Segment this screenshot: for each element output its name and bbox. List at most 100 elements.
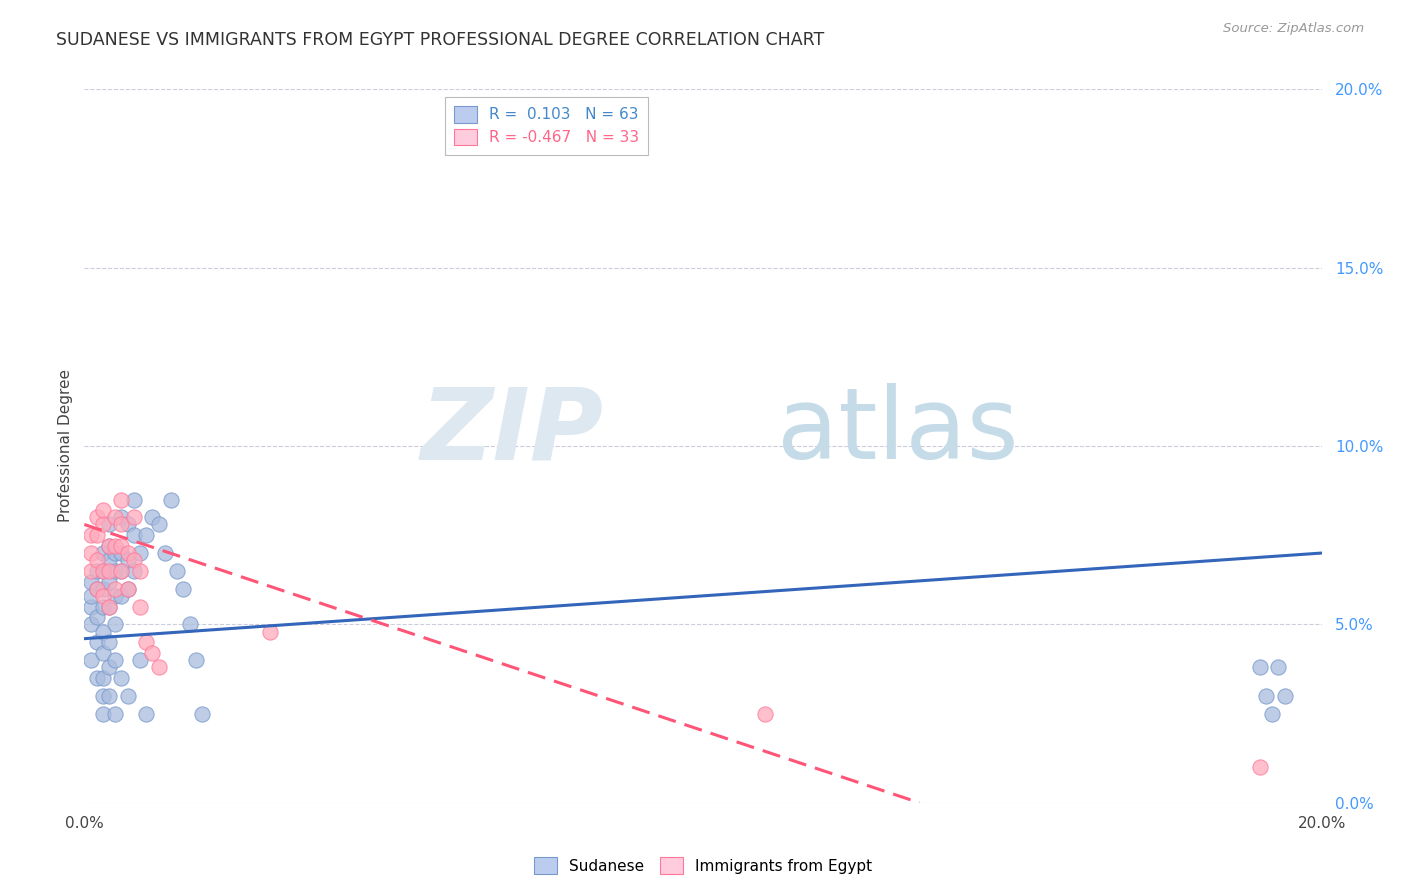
- Point: [91, 564, 114, 578]
- Point: [98, 517, 121, 532]
- Point: [86, 582, 108, 596]
- Point: [91, 589, 114, 603]
- Point: [91, 646, 114, 660]
- Point: [91, 582, 114, 596]
- Point: [117, 517, 139, 532]
- Point: [98, 660, 121, 674]
- Point: [135, 528, 157, 542]
- Point: [1261, 706, 1284, 721]
- Point: [1267, 660, 1289, 674]
- Point: [98, 539, 121, 553]
- Point: [91, 689, 114, 703]
- Point: [172, 582, 194, 596]
- Point: [1254, 689, 1277, 703]
- Point: [98, 574, 121, 589]
- Point: [79, 528, 101, 542]
- Point: [98, 599, 121, 614]
- Point: [86, 510, 108, 524]
- Point: [91, 599, 114, 614]
- Point: [91, 624, 114, 639]
- Point: [117, 582, 139, 596]
- Point: [98, 599, 121, 614]
- Point: [98, 539, 121, 553]
- Point: [179, 617, 201, 632]
- Point: [1249, 660, 1271, 674]
- Point: [104, 589, 127, 603]
- Point: [86, 564, 108, 578]
- Point: [129, 546, 152, 560]
- Point: [110, 564, 132, 578]
- Point: [91, 706, 114, 721]
- Point: [86, 582, 108, 596]
- Point: [79, 599, 101, 614]
- Point: [166, 564, 188, 578]
- Text: ZIP: ZIP: [420, 384, 605, 480]
- Point: [104, 582, 127, 596]
- Point: [122, 528, 145, 542]
- Point: [104, 546, 127, 560]
- Point: [98, 635, 121, 649]
- Point: [86, 635, 108, 649]
- Point: [122, 492, 145, 507]
- Point: [148, 517, 170, 532]
- Point: [141, 646, 163, 660]
- Point: [122, 564, 145, 578]
- Point: [259, 624, 281, 639]
- Point: [117, 546, 139, 560]
- Point: [104, 564, 127, 578]
- Point: [104, 706, 127, 721]
- Point: [110, 671, 132, 685]
- Point: [153, 546, 176, 560]
- Legend: Sudanese, Immigrants from Egypt: Sudanese, Immigrants from Egypt: [529, 851, 877, 880]
- Point: [135, 635, 157, 649]
- Point: [110, 546, 132, 560]
- Point: [129, 564, 152, 578]
- Point: [122, 510, 145, 524]
- Legend: R =  0.103   N = 63, R = -0.467   N = 33: R = 0.103 N = 63, R = -0.467 N = 33: [444, 97, 648, 154]
- Text: atlas: atlas: [778, 384, 1019, 480]
- Point: [129, 599, 152, 614]
- Point: [104, 617, 127, 632]
- Point: [117, 582, 139, 596]
- Point: [135, 706, 157, 721]
- Point: [91, 517, 114, 532]
- Point: [79, 574, 101, 589]
- Point: [117, 553, 139, 567]
- Point: [184, 653, 207, 667]
- Point: [110, 564, 132, 578]
- Point: [110, 492, 132, 507]
- Point: [79, 564, 101, 578]
- Point: [129, 653, 152, 667]
- Point: [148, 660, 170, 674]
- Point: [86, 528, 108, 542]
- Point: [91, 671, 114, 685]
- Text: Source: ZipAtlas.com: Source: ZipAtlas.com: [1223, 22, 1364, 36]
- Point: [91, 503, 114, 517]
- Point: [104, 539, 127, 553]
- Point: [191, 706, 214, 721]
- Point: [86, 671, 108, 685]
- Point: [754, 706, 776, 721]
- Point: [79, 653, 101, 667]
- Point: [110, 517, 132, 532]
- Point: [79, 617, 101, 632]
- Point: [160, 492, 183, 507]
- Text: SUDANESE VS IMMIGRANTS FROM EGYPT PROFESSIONAL DEGREE CORRELATION CHART: SUDANESE VS IMMIGRANTS FROM EGYPT PROFES…: [56, 31, 824, 49]
- Point: [122, 553, 145, 567]
- Point: [86, 553, 108, 567]
- Point: [98, 553, 121, 567]
- Point: [110, 539, 132, 553]
- Point: [1249, 760, 1271, 774]
- Point: [110, 510, 132, 524]
- Point: [86, 610, 108, 624]
- Point: [110, 589, 132, 603]
- Point: [141, 510, 163, 524]
- Point: [104, 510, 127, 524]
- Point: [91, 546, 114, 560]
- Point: [1274, 689, 1296, 703]
- Point: [91, 564, 114, 578]
- Point: [117, 689, 139, 703]
- Point: [79, 546, 101, 560]
- Point: [79, 589, 101, 603]
- Point: [104, 653, 127, 667]
